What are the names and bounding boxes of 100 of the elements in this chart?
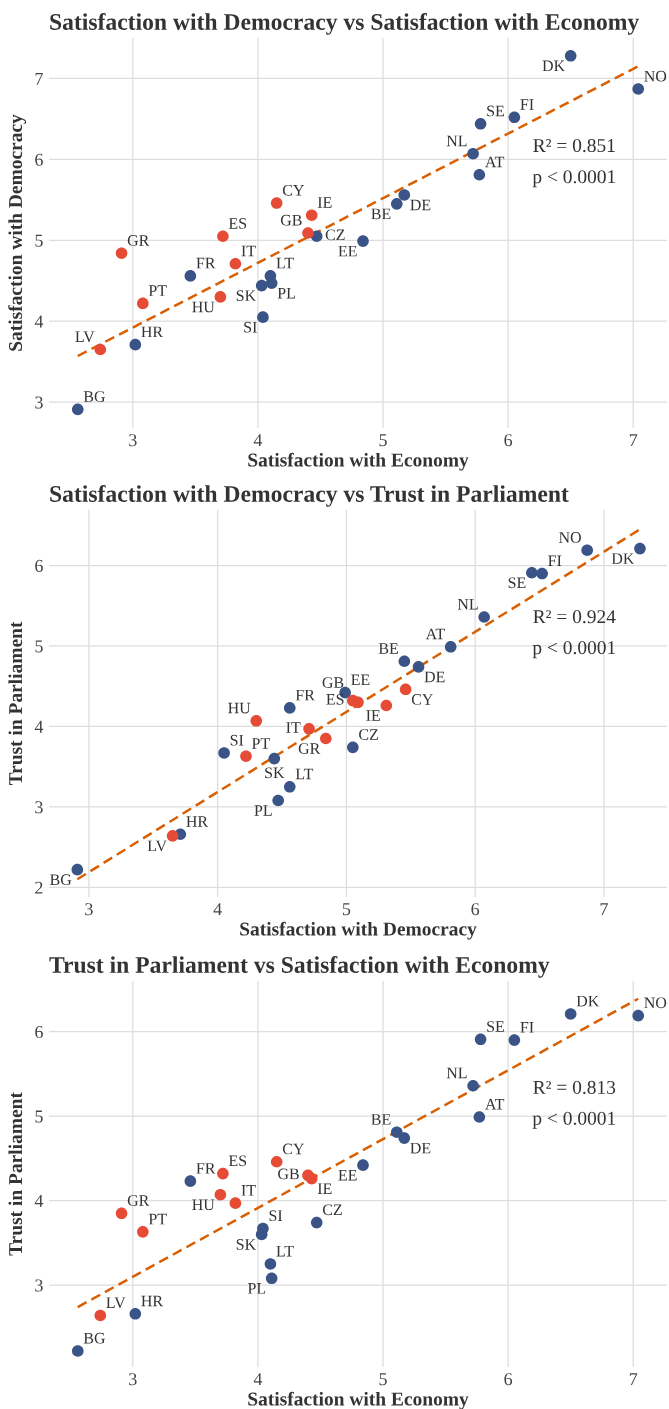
y-axis-title: Satisfaction with Democracy [8,114,27,351]
point [508,1034,521,1046]
annotation: FI [520,99,534,110]
point [390,1126,403,1138]
point [137,297,149,310]
point [270,1155,283,1168]
point [467,147,479,160]
y-tick-label: 6 [35,559,43,572]
annotation: LV [147,840,167,852]
point [265,277,278,289]
point [474,1033,487,1046]
annotation: EE [338,245,357,257]
x-tick-label: 7 [629,1373,638,1386]
annotation: IE [366,710,380,721]
annotation: PL [247,1283,266,1294]
annotation: ES [228,218,247,229]
annotation: HU [228,702,251,714]
annotation: GR [298,743,321,754]
annotation: SE [487,1021,504,1032]
point [283,780,296,793]
annotation: DK [611,553,635,564]
point [217,230,229,243]
x-tick-label: 6 [504,1373,513,1386]
x-tick-label: 3 [129,1373,137,1386]
y-axis-title: Trust in Parliament [8,621,23,786]
annotation: AT [425,628,445,640]
point [250,714,263,727]
point [264,1258,277,1270]
y-tick-label: 3 [35,396,43,409]
point [302,227,314,239]
y-tick-label: 7 [35,72,43,85]
annotation: p < 0.0001 [532,641,616,659]
x-axis-title: Satisfaction with Economy [248,1391,469,1409]
x-tick-label: 4 [253,434,263,447]
point [71,1345,84,1357]
x-tick-label: 7 [629,434,638,447]
annotation: SE [487,105,504,117]
chart-title: Satisfaction with Democracy vs Trust in Parliament [50,485,569,507]
y-axis-title: Trust in Parliament [8,1092,23,1256]
annotation: p < 0.0001 [532,1111,616,1129]
y-tick-label: 3 [35,801,43,814]
x-tick-label: 6 [504,434,513,447]
point [390,198,403,210]
annotation: PL [277,287,295,299]
point [137,1226,149,1238]
annotation: GB [280,214,302,226]
annotation: PT [148,1213,167,1225]
point [270,197,283,209]
point [214,1188,227,1201]
annotation: AT [485,1098,505,1110]
x-tick-label: 5 [379,434,387,447]
annotation: SI [269,1210,283,1222]
y-tick-label: 5 [35,640,43,653]
annotation: LV [106,1297,126,1309]
annotation: DE [424,671,445,683]
annotation: LT [276,1245,294,1257]
annotation: FR [295,689,315,701]
annotation: FR [196,257,216,269]
point [265,1272,278,1285]
y-tick-label: 2 [35,881,43,894]
x-axis-title: Satisfaction with Economy [248,452,469,471]
point [473,1111,486,1123]
x-axis-title: Satisfaction with Democracy [240,921,477,940]
point [508,111,521,124]
annotation: BE [371,1114,391,1125]
y-tick-label: 5 [35,234,43,247]
point [229,1197,242,1209]
annotation: DK [542,60,565,72]
point [473,168,486,181]
annotation: IT [286,722,301,733]
annotation: BG [83,391,106,402]
point [229,257,242,270]
annotation: HR [186,816,209,827]
point [217,1167,229,1180]
annotation: GB [322,677,344,688]
annotation: LV [75,331,95,343]
point [444,640,457,653]
annotation: R² = 0.924 [533,610,616,624]
annotation: NL [457,598,478,610]
annotation: R² = 0.813 [533,1080,616,1095]
point [71,403,84,416]
point [302,1169,314,1182]
point [94,343,107,356]
point [214,291,227,303]
annotation: IT [241,1185,256,1196]
x-tick-label: 3 [85,903,93,916]
y-tick-label: 6 [35,153,43,166]
point [380,699,393,712]
x-tick-label: 3 [129,434,137,447]
annotation: GR [127,1195,150,1206]
annotation: ES [228,1155,247,1167]
annotation: IT [241,245,256,257]
annotation: HR [141,1295,164,1307]
annotation: DK [576,995,600,1007]
x-tick-label: 7 [600,903,608,916]
annotation: SK [236,1239,256,1250]
annotation: DE [410,1142,431,1154]
annotation: PT [148,285,167,296]
x-tick-label: 6 [471,903,480,916]
annotation: CZ [322,1204,342,1216]
